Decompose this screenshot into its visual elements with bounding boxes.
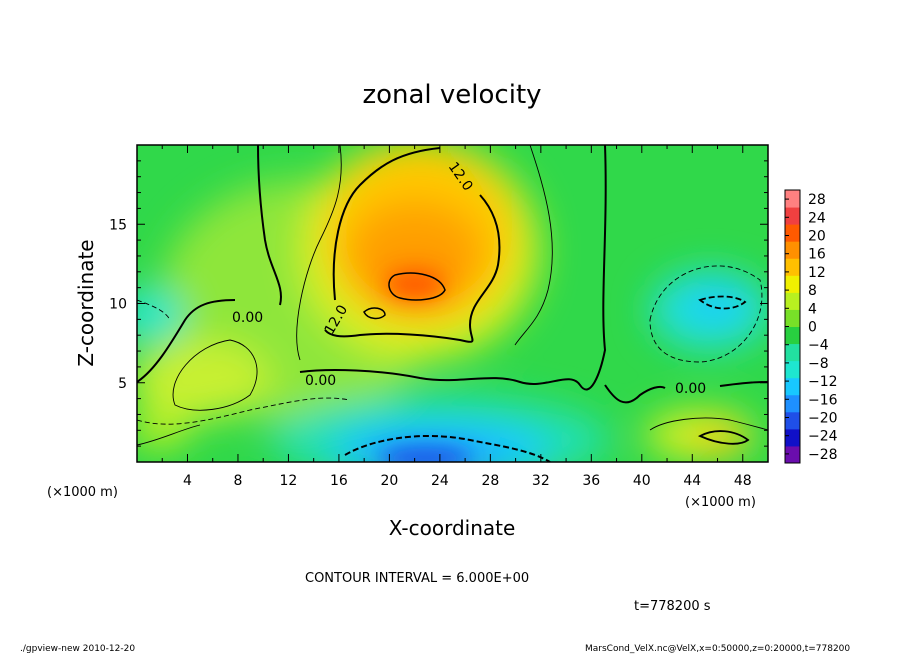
colorbar-segment [785,394,800,413]
colorbar-segment [785,207,800,225]
x-tick-label: 48 [734,473,752,489]
x-axis: 4 8 12 16 20 24 28 32 36 40 44 48 [161,145,752,489]
colorbar-tick-label: −8 [808,356,829,372]
x-tick-label: 16 [330,473,348,489]
colorbar-segment [785,428,800,447]
contour-label: 0.00 [232,310,263,326]
colorbar-segment [785,190,800,208]
colorbar-tick-label: −20 [808,411,838,427]
colorbar: 28 24 20 16 12 8 4 0 −4 −8 −12 −16 −20 −24 −28 [784,189,838,464]
colorbar-tick-label: −28 [808,447,838,463]
colorbar-segment [785,292,800,310]
colorbar-segment [785,258,800,276]
chart-title: zonal velocity [362,80,541,110]
y-unit-label: (×1000 m) [47,485,118,500]
x-tick-label: 40 [633,473,651,489]
contour-label: 0.00 [305,373,336,389]
colorbar-segment [785,309,800,327]
footer-right: MarsCond_VelX.nc@VelX,x=0:50000,z=0:2000… [585,644,850,654]
time-label: t=778200 s [634,599,711,614]
y-tick-label: 15 [109,217,127,233]
colorbar-segment [785,275,800,293]
colorbar-segment [785,343,800,362]
colorbar-tick-label: 20 [808,229,826,245]
colorbar-tick-label: 24 [808,210,826,226]
footer-left: ./gpview-new 2010-12-20 [20,644,135,654]
x-tick-label: 28 [481,473,499,489]
colorbar-tick-label: −12 [808,374,838,390]
x-tick-label: 8 [233,473,242,489]
velocity-field [137,145,768,462]
x-tick-label: 12 [280,473,298,489]
x-tick-label: 44 [683,473,701,489]
colorbar-segment [785,445,800,464]
colorbar-tick-label: 28 [808,192,826,208]
x-tick-label: 4 [183,473,192,489]
colorbar-segment [785,377,800,396]
x-unit-label: (×1000 m) [685,495,756,510]
colorbar-tick-label: 16 [808,247,826,263]
x-tick-label: 24 [431,473,449,489]
colorbar-segment [785,360,800,379]
colorbar-tick-label: −24 [808,429,838,445]
contour-label: 0.00 [675,381,706,397]
x-tick-label: 20 [380,473,398,489]
y-axis-title: Z-coordinate [74,239,98,366]
x-axis-title: X-coordinate [389,516,516,540]
colorbar-segment [785,241,800,259]
colorbar-tick-label: −16 [808,392,838,408]
colorbar-tick-label: 0 [808,320,817,336]
y-tick-label: 10 [109,297,127,313]
x-tick-label: 36 [582,473,600,489]
colorbar-tick-label: 4 [808,301,817,317]
colorbar-segment [785,411,800,430]
colorbar-segment [785,326,800,345]
colorbar-segment [785,224,800,242]
colorbar-tick-label: 12 [808,265,826,281]
y-tick-label: 5 [118,376,127,392]
contour-interval: CONTOUR INTERVAL = 6.000E+00 [305,571,529,586]
x-tick-label: 32 [532,473,550,489]
colorbar-tick-label: −4 [808,338,829,354]
y-axis: 5 10 15 [109,160,768,447]
contour-lines [137,145,768,462]
colorbar-tick-label: 8 [808,283,817,299]
